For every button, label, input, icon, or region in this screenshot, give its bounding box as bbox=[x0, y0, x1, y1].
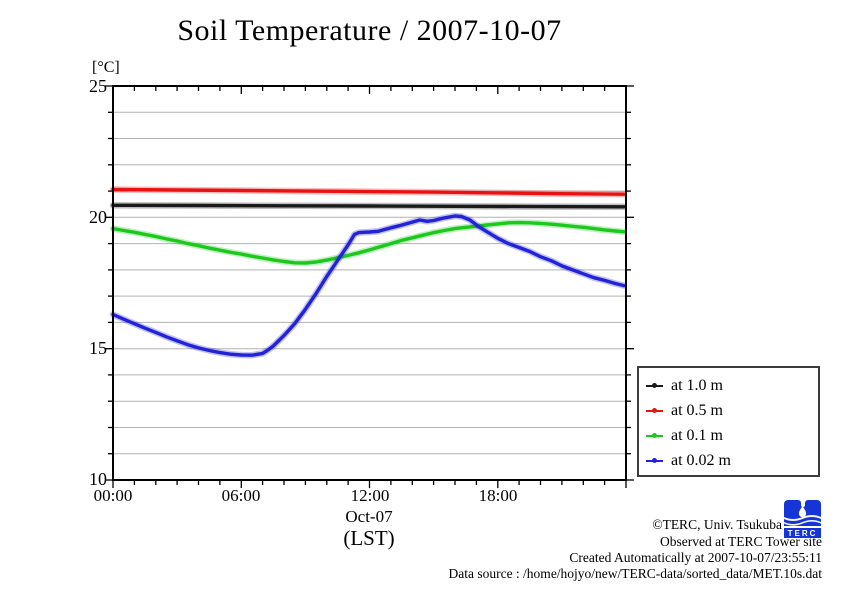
legend-label: at 1.0 m bbox=[671, 377, 723, 394]
line-sample-icon bbox=[646, 383, 663, 388]
observed-site-text: Observed at TERC Tower site bbox=[659, 534, 822, 549]
x-axis-date-label: Oct-07 bbox=[345, 507, 393, 526]
point-marker-icon bbox=[652, 458, 657, 463]
terc-logo-icon: TERC bbox=[784, 500, 821, 538]
legend-item-0p5m: at 0.5 m bbox=[639, 398, 818, 423]
x-tick-label-1800: 18:00 bbox=[478, 486, 518, 505]
y-tick-label-10: 10 bbox=[89, 469, 107, 489]
created-timestamp-text: Created Automatically at 2007-10-07/23:5… bbox=[569, 550, 822, 565]
line-sample-icon bbox=[646, 458, 663, 463]
y-tick-label-15: 15 bbox=[89, 338, 107, 358]
legend-item-1p0m: at 1.0 m bbox=[639, 373, 818, 398]
legend-label: at 0.02 m bbox=[671, 452, 731, 469]
x-tick-label-1200: 12:00 bbox=[350, 486, 390, 505]
y-axis-unit-label: [°C] bbox=[92, 59, 120, 76]
point-marker-icon bbox=[652, 408, 657, 413]
line-sample-icon bbox=[646, 408, 663, 413]
point-marker-icon bbox=[652, 383, 657, 388]
legend-item-0p1m: at 0.1 m bbox=[639, 423, 818, 448]
y-tick-label-25: 25 bbox=[89, 76, 107, 96]
x-axis-timezone-label: (LST) bbox=[343, 526, 395, 550]
legend-box: at 1.0 m at 0.5 m at 0.1 m at 0.02 m bbox=[637, 366, 820, 477]
legend-label: at 0.5 m bbox=[671, 402, 723, 419]
line-sample-icon bbox=[646, 433, 663, 438]
terc-logo-text: TERC bbox=[788, 529, 818, 538]
data-source-text: Data source : /home/hojyo/new/TERC-data/… bbox=[448, 566, 822, 581]
legend-label: at 0.1 m bbox=[671, 427, 723, 444]
copyright-text: ©TERC, Univ. Tsukuba bbox=[652, 517, 782, 532]
x-tick-label-0600: 06:00 bbox=[221, 486, 261, 505]
point-marker-icon bbox=[652, 433, 657, 438]
chart-title: Soil Temperature / 2007-10-07 bbox=[177, 14, 562, 47]
x-tick-label-0000: 00:00 bbox=[93, 486, 133, 505]
legend-item-0p02m: at 0.02 m bbox=[639, 448, 818, 473]
y-tick-label-20: 20 bbox=[89, 207, 107, 227]
